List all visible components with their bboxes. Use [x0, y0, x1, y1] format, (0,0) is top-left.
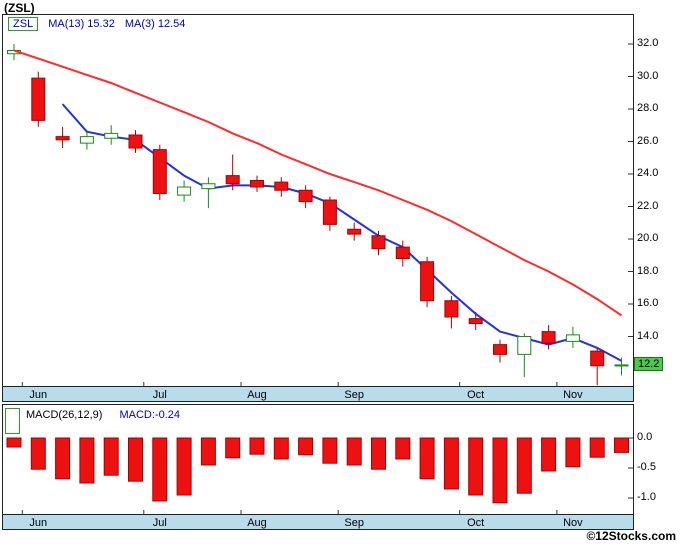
price-tick-label: 24.0 — [637, 167, 659, 179]
macd-bar — [614, 437, 629, 453]
candle-body — [541, 331, 556, 344]
page-title: (ZSL) — [4, 1, 35, 15]
price-panel-border — [2, 14, 634, 402]
candle-body — [444, 300, 459, 318]
price-tick-label: 26.0 — [637, 134, 659, 147]
candle-body — [371, 235, 386, 250]
month-label: Aug — [247, 389, 267, 401]
candle-body — [420, 261, 435, 302]
macd-bar — [55, 437, 71, 480]
candle-body — [201, 183, 216, 190]
candle-body — [274, 181, 289, 191]
macd-bar — [468, 437, 484, 496]
macd-label: MACD(26,12,9) — [26, 409, 103, 421]
candle-body — [128, 134, 143, 149]
price-tick-label: 32.0 — [637, 37, 659, 49]
macd-bar — [30, 437, 46, 470]
macd-month-label: Jun — [29, 517, 47, 529]
macd-bar — [249, 437, 265, 455]
month-label: Nov — [563, 389, 583, 401]
candle-body — [468, 318, 483, 324]
candle-body — [614, 364, 629, 367]
price-tick-label: 16.0 — [637, 297, 659, 309]
macd-tick-label: 0.0 — [637, 431, 653, 443]
macd-chart-svg: Jun Jul Aug Sep Oct Nov — [2, 404, 634, 530]
macd-value: MACD:-0.24 — [119, 409, 181, 421]
macd-bar — [371, 437, 386, 470]
macd-bar — [443, 437, 459, 490]
price-tick-label: 30.0 — [637, 69, 659, 82]
price-tick-label: 14.0 — [637, 329, 659, 342]
macd-bar — [395, 437, 411, 460]
price-chart-svg: Jun Jul Aug Sep Oct Nov — [2, 14, 634, 402]
month-label: Jul — [153, 389, 167, 401]
ma13-line — [13, 49, 623, 317]
macd-bar — [322, 437, 338, 464]
macd-month-label: Sep — [344, 517, 364, 529]
price-tick-label: 18.0 — [637, 264, 659, 277]
month-label: Jun — [29, 389, 47, 401]
candle-body — [250, 180, 264, 188]
candle-body — [493, 344, 507, 355]
macd-bar — [298, 437, 314, 456]
macd-month-strip — [2, 514, 634, 530]
macd-month-label: Aug — [247, 517, 267, 529]
month-label: Oct — [467, 389, 484, 401]
macd-bar — [516, 437, 532, 494]
month-label: Sep — [344, 389, 364, 401]
candle-body — [152, 149, 167, 194]
candle-body — [322, 199, 337, 225]
macd-legend: MACD(26,12,9) MACD:-0.24 — [26, 409, 180, 421]
candle-body — [590, 350, 605, 367]
macd-bar — [273, 437, 289, 460]
ma3-line — [61, 103, 622, 362]
symbol-badge: ZSL — [8, 17, 39, 31]
macd-month-label: Nov — [563, 517, 583, 529]
ma3-legend-label: MA(3) 12.54 — [124, 18, 186, 30]
candle-body — [104, 132, 119, 139]
macd-bar — [103, 437, 119, 476]
macd-bar — [565, 437, 581, 468]
macd-bar — [128, 437, 143, 482]
macd-bar — [419, 437, 435, 480]
macd-bar — [200, 437, 216, 466]
macd-month-label: Jul — [153, 517, 167, 529]
month-strip — [2, 386, 634, 402]
macd-bar — [176, 437, 192, 496]
macd-bar — [492, 437, 508, 504]
candle-body — [55, 136, 70, 141]
candle-body — [565, 334, 580, 342]
last-price-badge: 12.2 — [634, 356, 664, 371]
macd-tick-label: -1.0 — [637, 491, 656, 503]
macd-bar — [225, 437, 241, 459]
price-legend: ZSL MA(13) 15.32 MA(3) 12.54 — [8, 17, 185, 31]
macd-panel-border — [2, 404, 634, 530]
macd-legend-box — [5, 408, 20, 434]
candle-body — [31, 77, 46, 121]
price-tick-label: 22.0 — [637, 199, 659, 212]
macd-bar — [79, 437, 95, 484]
candle-body — [347, 228, 362, 235]
candle-body — [517, 336, 532, 355]
candle-body — [395, 246, 410, 259]
macd-month-label: Oct — [467, 517, 484, 529]
watermark: ©12Stocks.com — [586, 529, 676, 543]
macd-bar — [589, 437, 605, 458]
macd-tick-label: -0.5 — [637, 461, 656, 473]
candle-body — [177, 186, 192, 196]
ma13-legend-label: MA(13) 15.32 — [48, 18, 115, 30]
macd-bar — [6, 437, 22, 448]
macd-bar — [541, 437, 557, 472]
candle-body — [225, 175, 240, 185]
candle-body — [79, 136, 94, 144]
price-tick-label: 20.0 — [637, 232, 659, 244]
macd-bar — [152, 437, 168, 502]
candle-body — [298, 189, 313, 203]
macd-bar — [346, 437, 362, 466]
price-tick-label: 28.0 — [637, 102, 659, 114]
